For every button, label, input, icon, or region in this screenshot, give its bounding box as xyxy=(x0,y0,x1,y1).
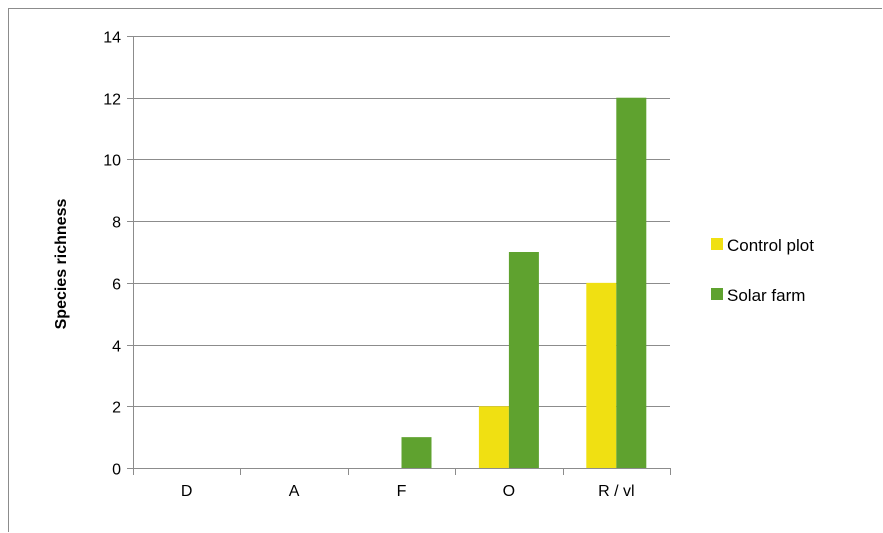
y-tick-label: 12 xyxy=(103,92,121,109)
x-tick-label: D xyxy=(181,483,193,500)
bars xyxy=(401,97,647,468)
y-tick-labels: 0 2 4 6 8 10 12 14 xyxy=(103,30,121,479)
bar-solar-farm xyxy=(616,97,647,468)
legend-label: Solar farm xyxy=(727,286,805,305)
bar-control-plot xyxy=(478,406,509,468)
y-tick-label: 8 xyxy=(112,215,121,232)
y-tick-label: 14 xyxy=(103,30,121,47)
y-axis-label: Species richness xyxy=(53,199,70,330)
x-tick-label: O xyxy=(503,483,515,500)
x-tick-labels: D A F O R / vl xyxy=(181,483,635,500)
bar-control-plot xyxy=(586,282,617,468)
y-tick-label: 0 xyxy=(112,462,121,479)
x-tick-label: F xyxy=(397,483,407,500)
x-tick-label: R / vl xyxy=(598,483,634,500)
legend-swatch xyxy=(711,238,723,250)
legend-swatch xyxy=(711,288,723,300)
gridlines xyxy=(133,36,670,407)
y-tick-label: 10 xyxy=(103,153,121,170)
y-tick-label: 2 xyxy=(112,400,121,417)
x-tick-label: A xyxy=(289,483,300,500)
bar-solar-farm xyxy=(508,252,539,468)
axes xyxy=(127,36,671,475)
y-tick-label: 4 xyxy=(112,339,121,356)
legend-label: Control plot xyxy=(727,236,814,255)
y-tick-label: 6 xyxy=(112,277,121,294)
chart-frame xyxy=(8,8,882,532)
legend: Control plot Solar farm xyxy=(711,236,814,305)
bar-solar-farm xyxy=(401,437,432,468)
